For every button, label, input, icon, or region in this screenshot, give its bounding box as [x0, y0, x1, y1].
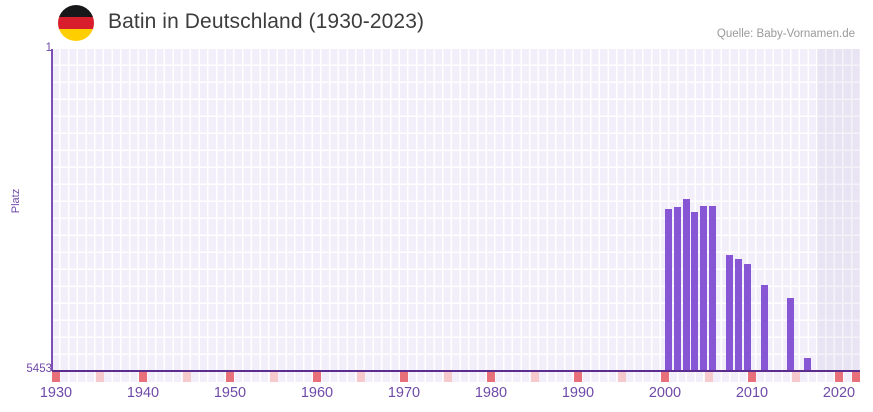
x-tick-2005	[704, 372, 713, 382]
bar-2014	[744, 264, 752, 371]
x-tick-1985	[530, 372, 539, 382]
x-tick-2000	[661, 372, 669, 382]
x-tick-end	[852, 372, 860, 382]
x-tick-1935	[95, 372, 104, 382]
y-axis-tick-bottom: 5453	[26, 363, 52, 375]
x-tick-1995	[617, 372, 626, 382]
bar-2005	[665, 209, 673, 371]
y-axis-title: Platz	[10, 188, 22, 214]
x-tick-1950	[226, 372, 234, 382]
x-tick-1975	[443, 372, 452, 382]
x-axis-label-2000: 2000	[648, 385, 682, 401]
x-tick-1970	[400, 372, 408, 382]
page-title: Batin in Deutschland (1930-2023)	[108, 10, 425, 33]
x-axis-label-1970: 1970	[387, 385, 421, 401]
y-axis-line	[51, 49, 53, 371]
chart-header: Batin in Deutschland (1930-2023) Quelle:…	[0, 0, 873, 46]
bar-2009	[700, 206, 708, 371]
bar-2006	[674, 207, 682, 371]
source-label: Quelle: Baby-Vornamen.de	[716, 28, 855, 40]
x-axis-label-1980: 1980	[474, 385, 508, 401]
x-tick-2015	[791, 372, 800, 382]
y-axis-tick-top: 1	[45, 42, 52, 54]
bar-2021	[804, 358, 812, 371]
x-tick-1960	[313, 372, 321, 382]
x-tick-1945	[182, 372, 191, 382]
bar-2008	[691, 212, 699, 371]
x-axis-label-1940: 1940	[126, 385, 160, 401]
x-tick-1930	[52, 372, 60, 382]
x-tick-1955	[269, 372, 278, 382]
bar-2016	[761, 285, 769, 371]
x-axis-label-1960: 1960	[300, 385, 334, 401]
x-tick-2010	[748, 372, 756, 382]
x-tick-1990	[574, 372, 582, 382]
x-tick-2020	[835, 372, 843, 382]
grid-horizontal	[52, 49, 860, 371]
x-tick-1965	[356, 372, 365, 382]
x-axis-label-1930: 1930	[39, 385, 73, 401]
bar-2019	[787, 298, 795, 371]
x-axis-label-1950: 1950	[213, 385, 247, 401]
x-tick-1940	[139, 372, 147, 382]
bar-2010	[709, 206, 717, 371]
x-axis-label-2020: 2020	[822, 385, 856, 401]
x-tick-1980	[487, 372, 495, 382]
bar-2013	[735, 259, 743, 371]
future-shade-region	[816, 49, 860, 371]
bar-2012	[726, 255, 734, 371]
x-axis-line	[52, 370, 860, 372]
plot-area	[52, 49, 860, 371]
bar-2007	[683, 199, 691, 371]
x-axis-label-1990: 1990	[561, 385, 595, 401]
x-tick-strip	[52, 372, 860, 382]
x-axis-label-2010: 2010	[735, 385, 769, 401]
german-flag-icon	[58, 5, 94, 41]
y-axis: 1 5453 Platz	[0, 0, 52, 412]
